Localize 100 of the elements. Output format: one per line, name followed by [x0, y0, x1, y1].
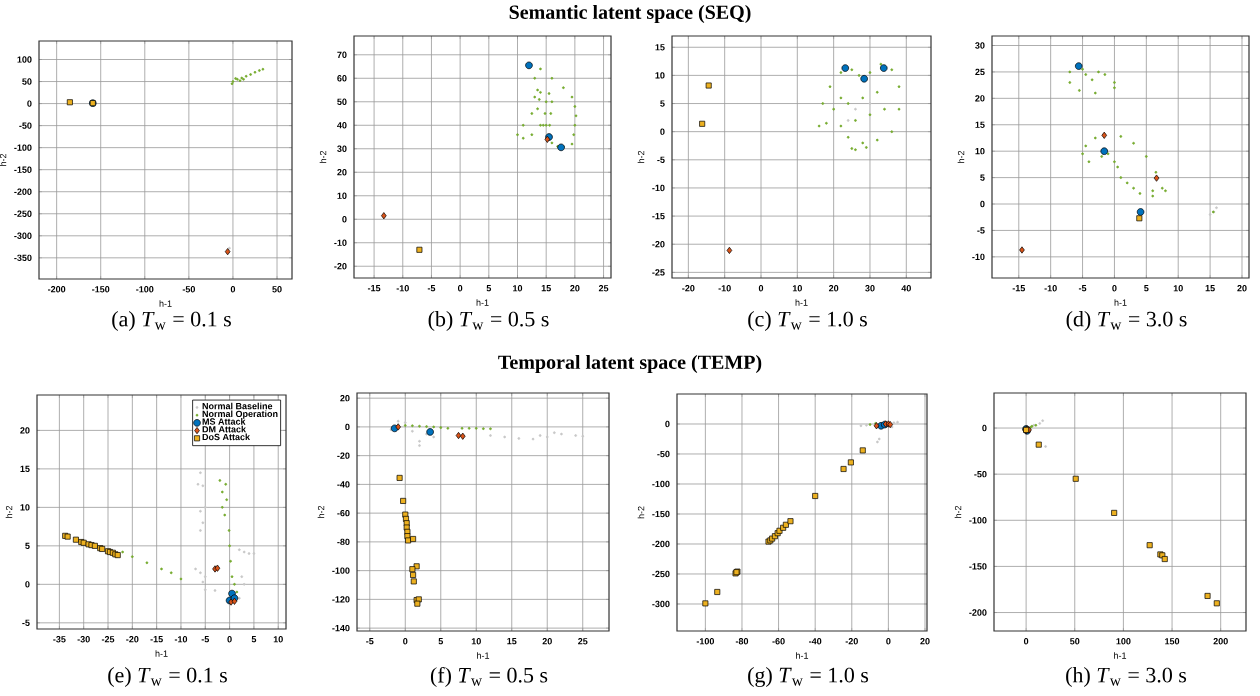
- x-tick-label: 10: [513, 285, 523, 292]
- text: Semantic latent space (SEQ): [509, 4, 751, 24]
- x-tick-label: -15: [150, 636, 163, 643]
- text: (c) T$_{w}$ = 1.0 s: [748, 311, 867, 331]
- x-tick-label: 15: [507, 638, 517, 645]
- y-tick-label: 5: [980, 174, 985, 181]
- y-tick-label: 10: [975, 148, 985, 155]
- y-tick-label: 0: [345, 423, 350, 431]
- x-tick-label: 25: [578, 638, 588, 645]
- y-tick-label: 70: [337, 51, 347, 58]
- x-tick-label: 0: [457, 285, 463, 292]
- text: (g) T$_{w}$ = 1.0 s: [748, 667, 869, 687]
- y-tick-label: -50: [657, 450, 670, 458]
- y-tick-label: -100: [14, 144, 32, 151]
- x-tick-label: -10: [1044, 285, 1057, 292]
- x-tick-label: -100: [136, 286, 154, 293]
- text: (h) T$_{w}$ = 3.0 s: [1066, 667, 1187, 687]
- x-tick-label: 0: [403, 638, 408, 645]
- y-tick-label: -25: [652, 269, 665, 276]
- x-tick-label: -20: [126, 636, 139, 643]
- legend-label: DM Attack: [202, 425, 247, 433]
- y-axis-title: h-2: [637, 150, 645, 163]
- x-tick-label: -80: [735, 638, 749, 645]
- y-tick-label: -40: [337, 481, 350, 488]
- y-tick-label: 20: [20, 427, 30, 434]
- x-tick-label: -60: [772, 638, 785, 645]
- y-tick-label: 15: [975, 121, 985, 128]
- x-tick-label: 10: [792, 285, 802, 292]
- x-tick-label: 200: [1213, 638, 1228, 645]
- x-tick-label: 0: [227, 636, 232, 643]
- x-tick-label: 40: [901, 285, 911, 292]
- x-axis-title: h-1: [795, 299, 808, 306]
- x-tick-label: 25: [598, 285, 609, 292]
- x-tick-label: 0: [758, 285, 764, 292]
- text: (e) T$_{w}$ = 0.1 s: [108, 667, 227, 687]
- x-tick-label: 50: [1070, 638, 1080, 645]
- x-tick-label: -150: [92, 286, 110, 293]
- y-tick-label: 0: [342, 216, 347, 223]
- y-tick-label: -350: [14, 254, 32, 262]
- y-tick-label: -200: [14, 188, 32, 195]
- y-tick-label: -200: [969, 609, 987, 616]
- y-tick-label: -10: [972, 253, 985, 261]
- y-tick-label: -300: [652, 600, 670, 608]
- y-tick-label: 20: [975, 95, 985, 102]
- x-tick-label: -100: [696, 638, 715, 645]
- y-tick-label: -20: [334, 263, 347, 270]
- y-tick-label: -10: [334, 239, 347, 246]
- y-tick-label: 5: [25, 542, 30, 549]
- legend-label: DoS Attack: [202, 433, 251, 441]
- y-axis-title: h-2: [954, 505, 962, 518]
- x-tick-label: 150: [1165, 638, 1180, 645]
- x-tick-label: -10: [718, 285, 731, 292]
- x-tick-label: -15: [367, 285, 381, 292]
- y-tick-label: -20: [337, 452, 350, 459]
- x-axis-title: h-1: [1114, 652, 1127, 659]
- x-tick-label: -10: [174, 636, 188, 643]
- y-tick-label: 0: [27, 100, 32, 107]
- x-tick-label: 10: [273, 636, 283, 643]
- y-tick-label: 60: [337, 75, 347, 82]
- x-tick-label: 10: [1173, 285, 1183, 292]
- y-tick-label: -5: [22, 619, 30, 626]
- x-tick-label: -5: [427, 285, 436, 292]
- y-tick-label: 10: [20, 504, 30, 511]
- x-tick-label: -20: [682, 285, 695, 292]
- y-tick-label: -250: [14, 210, 32, 217]
- x-tick-label: 0: [886, 638, 891, 645]
- legend-label: Normal Baseline: [202, 402, 273, 410]
- y-tick-label: 10: [337, 192, 347, 199]
- x-tick-label: 20: [920, 638, 930, 645]
- x-tick-label: 30: [865, 285, 875, 292]
- y-tick-label: -250: [652, 570, 670, 578]
- y-tick-label: 20: [340, 394, 350, 402]
- y-tick-label: -15: [652, 212, 665, 220]
- x-tick-label: 5: [251, 636, 257, 643]
- y-tick-label: 50: [22, 78, 32, 85]
- x-tick-label: -5: [366, 638, 374, 645]
- text: (d) T$_{w}$ = 3.0 s: [1066, 311, 1187, 331]
- y-tick-label: -60: [337, 509, 350, 517]
- y-tick-label: 30: [975, 42, 985, 49]
- y-tick-label: -80: [337, 538, 350, 546]
- y-tick-label: 50: [337, 98, 347, 105]
- x-tick-label: 20: [570, 285, 580, 292]
- x-tick-label: 15: [1205, 285, 1215, 292]
- x-tick-label: -15: [1012, 285, 1026, 292]
- y-tick-label: -150: [969, 563, 987, 570]
- y-axis-title: h-2: [637, 506, 645, 519]
- y-tick-label: -150: [14, 166, 32, 173]
- y-tick-label: 15: [655, 44, 665, 51]
- x-tick-label: 100: [1116, 638, 1131, 645]
- y-tick-label: -100: [969, 517, 987, 524]
- y-axis-title: h-2: [319, 150, 327, 163]
- y-tick-label: -140: [332, 624, 350, 632]
- y-tick-label: 25: [975, 68, 985, 76]
- y-tick-label: 10: [655, 72, 665, 79]
- x-tick-label: -10: [396, 285, 409, 292]
- x-tick-label: -40: [809, 638, 822, 645]
- x-tick-label: 5: [486, 285, 492, 292]
- legend-label: MS Attack: [202, 418, 246, 425]
- y-tick-label: -200: [652, 540, 670, 548]
- x-tick-label: -200: [47, 286, 66, 293]
